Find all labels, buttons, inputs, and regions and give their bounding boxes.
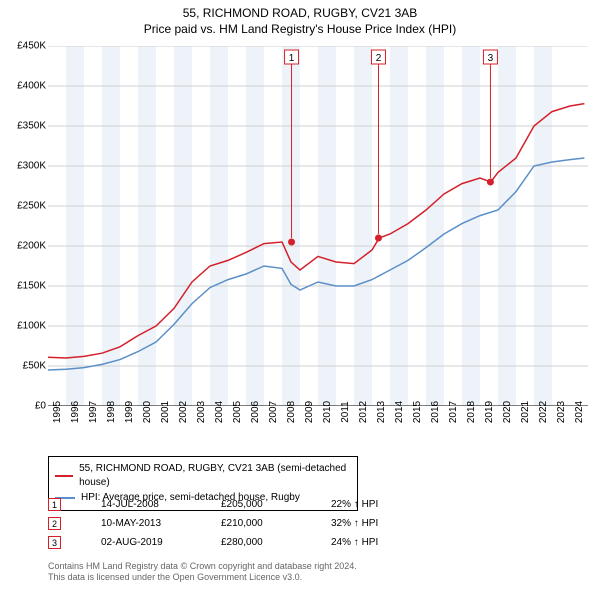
- y-tick-label: £350K: [17, 121, 46, 132]
- transaction-price: £205,000: [221, 499, 291, 510]
- y-tick-label: £250K: [17, 201, 46, 212]
- y-tick-label: £100K: [17, 321, 46, 332]
- transaction-price: £210,000: [221, 518, 291, 529]
- transaction-pct: 24% ↑ HPI: [331, 537, 378, 548]
- y-tick-label: £300K: [17, 161, 46, 172]
- y-tick-label: £200K: [17, 241, 46, 252]
- y-tick-label: £50K: [23, 361, 46, 372]
- x-tick-label: 2023: [556, 401, 567, 423]
- transaction-row: 3 02-AUG-2019 £280,000 24% ↑ HPI: [48, 536, 378, 549]
- transaction-row: 2 10-MAY-2013 £210,000 32% ↑ HPI: [48, 517, 378, 530]
- transaction-list: 1 14-JUL-2008 £205,000 22% ↑ HPI 2 10-MAY-201…: [48, 498, 378, 555]
- legend-label: 55, RICHMOND ROAD, RUGBY, CV21 3AB (semi…: [79, 462, 351, 490]
- x-tick-label: 2002: [178, 401, 189, 423]
- x-tick-label: 2022: [538, 401, 549, 423]
- transaction-pct: 32% ↑ HPI: [331, 518, 378, 529]
- chart-plot-area: 1 2 3: [48, 46, 588, 406]
- y-tick-label: £400K: [17, 81, 46, 92]
- x-tick-label: 1999: [124, 401, 135, 423]
- footnote-line-2: This data is licensed under the Open Gov…: [48, 572, 357, 584]
- x-tick-label: 2016: [430, 401, 441, 423]
- y-tick-label: £450K: [17, 41, 46, 52]
- x-tick-label: 2005: [232, 401, 243, 423]
- chart-subtitle: Price paid vs. HM Land Registry's House …: [0, 20, 600, 42]
- legend-swatch: [55, 475, 73, 477]
- x-tick-label: 2008: [286, 401, 297, 423]
- x-tick-label: 2007: [268, 401, 279, 423]
- x-tick-label: 2011: [340, 401, 351, 423]
- svg-text:3: 3: [488, 53, 494, 64]
- x-tick-label: 1996: [70, 401, 81, 423]
- transaction-date: 10-MAY-2013: [101, 518, 181, 529]
- x-tick-label: 2000: [142, 401, 153, 423]
- x-tick-label: 2001: [160, 401, 171, 423]
- x-tick-label: 2012: [358, 401, 369, 423]
- x-tick-label: 2019: [484, 401, 495, 423]
- x-tick-label: 2021: [520, 401, 531, 423]
- y-tick-label: £0: [35, 401, 46, 412]
- x-tick-label: 2020: [502, 401, 513, 423]
- x-tick-label: 2014: [394, 401, 405, 423]
- x-tick-label: 2010: [322, 401, 333, 423]
- x-tick-label: 2024: [574, 401, 585, 423]
- transaction-date: 14-JUL-2008: [101, 499, 181, 510]
- y-tick-label: £150K: [17, 281, 46, 292]
- svg-text:1: 1: [289, 53, 295, 64]
- x-tick-label: 1995: [52, 401, 63, 423]
- chart-title: 55, RICHMOND ROAD, RUGBY, CV21 3AB: [0, 0, 600, 20]
- transaction-date: 02-AUG-2019: [101, 537, 181, 548]
- chart-container: 55, RICHMOND ROAD, RUGBY, CV21 3AB Price…: [0, 0, 600, 590]
- footnote-line-1: Contains HM Land Registry data © Crown c…: [48, 561, 357, 573]
- transaction-row: 1 14-JUL-2008 £205,000 22% ↑ HPI: [48, 498, 378, 511]
- transaction-marker-box: 1: [48, 498, 61, 511]
- x-tick-label: 2015: [412, 401, 423, 423]
- x-tick-label: 2006: [250, 401, 261, 423]
- x-tick-label: 1998: [106, 401, 117, 423]
- x-tick-label: 2009: [304, 401, 315, 423]
- footnote: Contains HM Land Registry data © Crown c…: [48, 561, 357, 584]
- transaction-marker-box: 2: [48, 517, 61, 530]
- transaction-marker-box: 3: [48, 536, 61, 549]
- x-tick-label: 2003: [196, 401, 207, 423]
- x-tick-label: 2004: [214, 401, 225, 423]
- svg-text:2: 2: [376, 53, 382, 64]
- chart-svg: 1 2 3: [48, 46, 588, 406]
- x-tick-label: 2018: [466, 401, 477, 423]
- x-tick-label: 2017: [448, 401, 459, 423]
- transaction-pct: 22% ↑ HPI: [331, 499, 378, 510]
- transaction-price: £280,000: [221, 537, 291, 548]
- x-tick-label: 2013: [376, 401, 387, 423]
- legend-item: 55, RICHMOND ROAD, RUGBY, CV21 3AB (semi…: [55, 462, 351, 490]
- x-tick-label: 1997: [88, 401, 99, 423]
